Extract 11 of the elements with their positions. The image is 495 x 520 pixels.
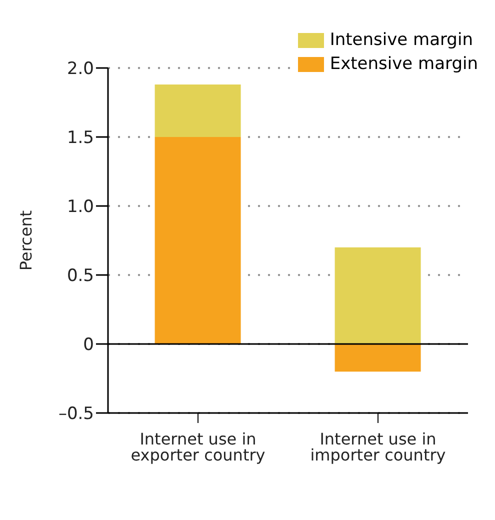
y-tick-label: 1.0: [66, 197, 94, 218]
legend-label: Intensive margin: [330, 29, 473, 52]
x-tick-label: Internet use in importer country: [310, 429, 446, 464]
y-tick-label: 0.5: [66, 266, 94, 286]
x-tick-label: Internet use in exporter country: [130, 429, 266, 464]
y-axis-title: Percent: [16, 210, 36, 271]
legend-label: Extensive margin: [330, 53, 478, 76]
y-tick-label: 0: [83, 335, 94, 356]
y-tick-label: 1.5: [66, 128, 94, 148]
y-tick-label: –0.5: [58, 404, 94, 424]
y-tick-label: 2.0: [66, 59, 94, 80]
